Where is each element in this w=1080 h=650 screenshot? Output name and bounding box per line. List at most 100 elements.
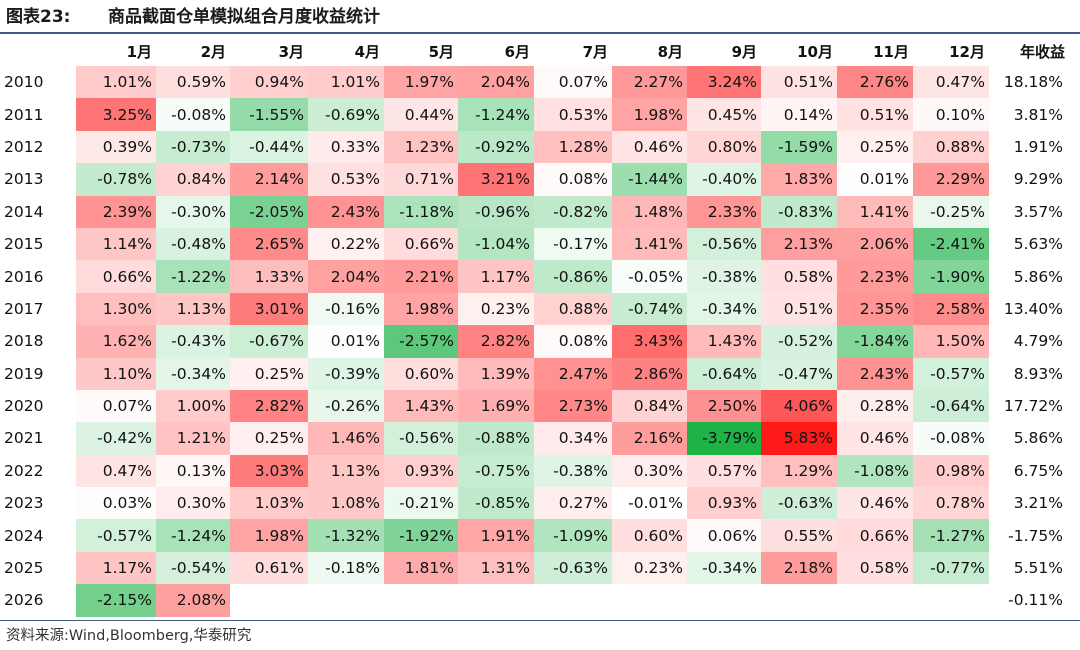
table-row: 2026 -2.15% 2.08% -0.11%	[0, 584, 1069, 617]
heatmap-cell: -0.43%	[156, 325, 230, 358]
heatmap-cell: 2.23%	[837, 260, 913, 293]
heatmap-cell: 2.18%	[761, 551, 837, 585]
heatmap-cell: 0.47%	[76, 454, 156, 488]
heatmap-cell: 0.25%	[230, 357, 308, 390]
heatmap-cell: 0.44%	[384, 98, 458, 131]
heatmap-cell: 1.97%	[384, 66, 458, 99]
heatmap-cell: 1.39%	[458, 357, 534, 390]
heatmap-cell: 0.30%	[156, 487, 230, 520]
heatmap-cell: 2.04%	[308, 260, 384, 293]
year-label: 2012	[4, 137, 44, 156]
heatmap-cell: -1.55%	[230, 98, 308, 131]
heatmap-cell: 0.33%	[308, 130, 384, 164]
heatmap-cell: -0.78%	[76, 163, 156, 196]
chart-title: 图表23: 商品截面仓单模拟组合月度收益统计	[6, 4, 380, 30]
heatmap-cell: 1.41%	[837, 195, 913, 228]
heatmap-cell: -0.17%	[534, 227, 612, 261]
heatmap-cell: 0.66%	[837, 519, 913, 552]
heatmap-cell: 0.60%	[384, 357, 458, 390]
heatmap-cell: -0.54%	[156, 551, 230, 585]
heatmap-cell: 0.66%	[384, 227, 458, 261]
heatmap-cell: 1.33%	[230, 260, 308, 293]
heatmap-cell: 1.14%	[76, 227, 156, 261]
heatmap-cell: 1.50%	[913, 325, 989, 358]
heatmap-cell: 2.14%	[230, 163, 308, 196]
heatmap-cell: -0.64%	[913, 389, 989, 423]
heatmap-cell: 0.34%	[534, 422, 612, 455]
heatmap-cell: -1.44%	[612, 163, 687, 196]
heatmap-cell: 0.25%	[230, 422, 308, 455]
heatmap-cell: -3.79%	[687, 422, 761, 455]
heatmap-cell: 1.48%	[612, 195, 687, 228]
table-row: 2025 1.17% -0.54% 0.61% -0.18% 1.81% 1.31% -0.6…	[0, 551, 1069, 585]
heatmap-cell	[308, 584, 384, 616]
annual-return-cell: 5.63%	[1013, 235, 1063, 254]
heatmap-cell: 2.86%	[612, 357, 687, 390]
heatmap-cell: -0.56%	[384, 422, 458, 455]
heatmap-cell: 0.10%	[913, 98, 989, 131]
heatmap-cell: 1.43%	[687, 325, 761, 358]
heatmap-cell: 2.50%	[687, 389, 761, 423]
month-header: 8月	[657, 42, 683, 61]
heatmap-cell: -1.04%	[458, 227, 534, 261]
heatmap-cell: 0.03%	[76, 487, 156, 520]
heatmap-cell: 0.28%	[837, 389, 913, 423]
heatmap-cell: 2.47%	[534, 357, 612, 390]
heatmap-body: 2010 1.01% 0.59% 0.94% 1.01% 1.97% 2.04% 0.07% 2…	[0, 66, 1069, 617]
month-header: 5月	[428, 42, 454, 61]
table-row: 2011 3.25% -0.08% -1.55% -0.69% 0.44% -1.24% 0.…	[0, 98, 1069, 131]
year-column-header	[0, 36, 76, 66]
heatmap-cell: 1.03%	[230, 487, 308, 520]
annual-return-cell: 3.57%	[1013, 202, 1063, 221]
month-header: 2月	[200, 42, 226, 61]
year-label: 2023	[4, 494, 44, 513]
heatmap-cell: 2.43%	[308, 195, 384, 228]
heatmap-cell: 0.58%	[761, 260, 837, 293]
heatmap-cell: 1.21%	[156, 422, 230, 455]
heatmap-cell: -0.57%	[76, 519, 156, 552]
heatmap-cell: -2.57%	[384, 325, 458, 358]
bottom-rule	[0, 620, 1080, 621]
header-row: 1月 2月 3月 4月 5月 6月 7月 8月 9月 10月 11月 12月 年收益	[0, 36, 1069, 66]
month-header: 9月	[731, 42, 757, 61]
heatmap-cell: 2.82%	[458, 325, 534, 358]
table-row: 2023 0.03% 0.30% 1.03% 1.08% -0.21% -0.85% 0.27…	[0, 487, 1069, 520]
heatmap-cell: 1.98%	[384, 292, 458, 326]
heatmap-cell: -0.67%	[230, 325, 308, 358]
heatmap-cell: 0.13%	[156, 454, 230, 488]
heatmap-cell: 0.51%	[837, 98, 913, 131]
heatmap-cell: -0.69%	[308, 98, 384, 131]
heatmap-cell: -0.74%	[612, 292, 687, 326]
heatmap-cell: 0.08%	[534, 325, 612, 358]
heatmap-cell: 1.13%	[308, 454, 384, 488]
heatmap-cell: -0.30%	[156, 195, 230, 228]
heatmap-cell: 3.21%	[458, 163, 534, 196]
heatmap-cell: 0.06%	[687, 519, 761, 552]
heatmap-cell: -1.90%	[913, 260, 989, 293]
heatmap-cell: 0.57%	[687, 454, 761, 488]
heatmap-cell: 3.01%	[230, 292, 308, 326]
source-note: 资料来源:Wind,Bloomberg,华泰研究	[6, 628, 252, 644]
heatmap-cell: 1.28%	[534, 130, 612, 164]
heatmap-cell	[534, 584, 612, 616]
heatmap-cell: -0.39%	[308, 357, 384, 390]
month-header: 4月	[354, 42, 380, 61]
table-row: 2010 1.01% 0.59% 0.94% 1.01% 1.97% 2.04% 0.07% 2…	[0, 66, 1069, 99]
annual-return-cell: 1.91%	[1013, 137, 1063, 156]
heatmap-cell: -0.88%	[458, 422, 534, 455]
heatmap-cell: 2.82%	[230, 389, 308, 423]
heatmap-cell: 0.78%	[913, 487, 989, 520]
heatmap-cell: 2.04%	[458, 66, 534, 99]
heatmap-cell: 0.71%	[384, 163, 458, 196]
annual-return-cell: 3.81%	[1013, 105, 1063, 124]
heatmap-cell: 3.24%	[687, 66, 761, 99]
heatmap-cell: -0.16%	[308, 292, 384, 326]
heatmap-cell: 1.41%	[612, 227, 687, 261]
heatmap-cell: -0.08%	[156, 98, 230, 131]
heatmap-cell: -1.24%	[458, 98, 534, 131]
table-row: 2015 1.14% -0.48% 2.65% 0.22% 0.66% -1.04% -0.1…	[0, 227, 1069, 261]
year-label: 2017	[4, 299, 44, 318]
month-header: 3月	[278, 42, 304, 61]
heatmap-cell: 3.25%	[76, 98, 156, 131]
heatmap-cell: -0.56%	[687, 227, 761, 261]
